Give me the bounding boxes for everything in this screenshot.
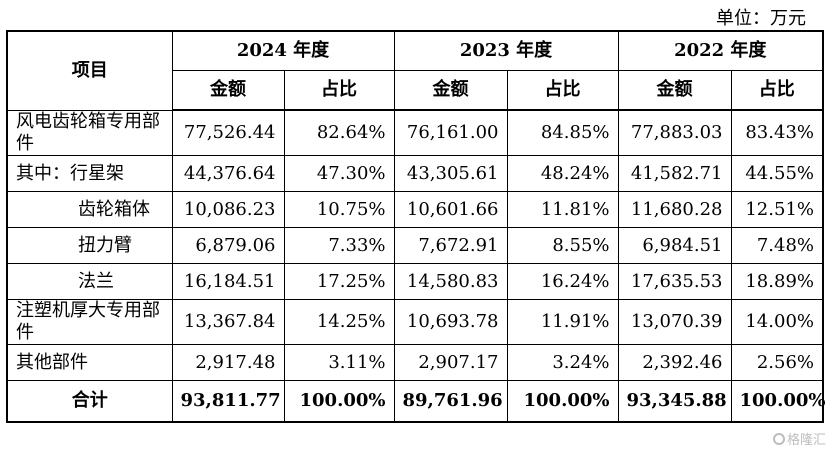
- header-year-2024: 2024 年度: [171, 30, 395, 71]
- cell-value: 3.11%: [283, 344, 395, 381]
- header-year-2023: 2023 年度: [393, 30, 619, 71]
- header-amount: 金额: [617, 70, 732, 111]
- watermark-text: 格隆汇: [786, 433, 826, 448]
- cell-value: 48.24%: [506, 155, 619, 192]
- cell-value: 17.25%: [283, 263, 395, 300]
- row-label: 齿轮箱体: [6, 191, 173, 228]
- table-row: 风电齿轮箱专用部件 77,526.44 82.64% 76,161.00 84.…: [6, 109, 824, 156]
- revenue-table: 项目 2024 年度 2023 年度 2022 年度 金额 占比 金额 占比 金…: [6, 30, 826, 423]
- cell-value: 11.81%: [506, 191, 619, 228]
- cell-value: 17,635.53: [617, 263, 732, 300]
- total-row: 合计 93,811.77 100.00% 89,761.96 100.00% 9…: [6, 380, 826, 423]
- header-amount: 金额: [393, 70, 508, 111]
- total-label: 合计: [6, 380, 173, 423]
- total-value: 100.00%: [506, 380, 619, 423]
- cell-value: 6,879.06: [171, 227, 285, 264]
- cell-value: 2,907.17: [393, 344, 508, 381]
- total-value: 100.00%: [283, 380, 395, 423]
- cell-value: 10,086.23: [171, 191, 285, 228]
- cell-value: 77,526.44: [171, 109, 285, 156]
- cell-value: 82.64%: [283, 109, 395, 156]
- row-label: 法兰: [6, 263, 173, 300]
- cell-value: 7,672.91: [393, 227, 508, 264]
- table-row: 注塑机厚大专用部件 13,367.84 14.25% 10,693.78 11.…: [6, 299, 824, 345]
- cell-value: 13,367.84: [171, 299, 285, 345]
- total-value: 93,345.88: [617, 380, 732, 423]
- cell-value: 11.91%: [506, 299, 619, 345]
- cell-value: 44.55%: [730, 155, 824, 192]
- cell-value: 14.25%: [283, 299, 395, 345]
- row-label: 注塑机厚大专用部件: [6, 299, 173, 345]
- header-item: 项目: [6, 30, 173, 111]
- row-label: 其中：行星架: [6, 155, 173, 192]
- table-row: 其中：行星架 44,376.64 47.30% 43,305.61 48.24%…: [6, 155, 824, 192]
- cell-value: 84.85%: [506, 109, 619, 156]
- unit-label: 单位：万元: [716, 8, 806, 29]
- header-ratio: 占比: [283, 70, 395, 111]
- cell-value: 13,070.39: [617, 299, 732, 345]
- cell-value: 12.51%: [730, 191, 824, 228]
- header-amount: 金额: [171, 70, 285, 111]
- cell-value: 41,582.71: [617, 155, 732, 192]
- cell-value: 47.30%: [283, 155, 395, 192]
- header-ratio: 占比: [730, 70, 824, 111]
- row-label: 扭力臂: [6, 227, 173, 264]
- cell-value: 2,392.46: [617, 344, 732, 381]
- cell-value: 83.43%: [730, 109, 824, 156]
- watermark-logo-icon: [772, 432, 785, 445]
- cell-value: 16,184.51: [171, 263, 285, 300]
- row-label: 风电齿轮箱专用部件: [6, 109, 173, 156]
- table-row: 扭力臂 6,879.06 7.33% 7,672.91 8.55% 6,984.…: [6, 227, 824, 264]
- total-value: 89,761.96: [393, 380, 508, 423]
- cell-value: 8.55%: [506, 227, 619, 264]
- cell-value: 2,917.48: [171, 344, 285, 381]
- cell-value: 44,376.64: [171, 155, 285, 192]
- header-year-2022: 2022 年度: [617, 30, 824, 71]
- cell-value: 6,984.51: [617, 227, 732, 264]
- cell-value: 76,161.00: [393, 109, 508, 156]
- cell-value: 10,693.78: [393, 299, 508, 345]
- cell-value: 16.24%: [506, 263, 619, 300]
- cell-value: 3.24%: [506, 344, 619, 381]
- watermark: 格隆汇: [772, 429, 826, 448]
- cell-value: 18.89%: [730, 263, 824, 300]
- cell-value: 77,883.03: [617, 109, 732, 156]
- total-value: 100.00%: [730, 380, 826, 423]
- header-ratio: 占比: [506, 70, 619, 111]
- cell-value: 7.48%: [730, 227, 824, 264]
- row-label: 其他部件: [6, 344, 173, 381]
- total-value: 93,811.77: [171, 380, 285, 423]
- cell-value: 10,601.66: [393, 191, 508, 228]
- cell-value: 14.00%: [730, 299, 824, 345]
- table-row: 齿轮箱体 10,086.23 10.75% 10,601.66 11.81% 1…: [6, 191, 824, 228]
- table-row: 其他部件 2,917.48 3.11% 2,907.17 3.24% 2,392…: [6, 344, 824, 381]
- cell-value: 2.56%: [730, 344, 824, 381]
- cell-value: 10.75%: [283, 191, 395, 228]
- cell-value: 11,680.28: [617, 191, 732, 228]
- cell-value: 7.33%: [283, 227, 395, 264]
- table-row: 法兰 16,184.51 17.25% 14,580.83 16.24% 17,…: [6, 263, 824, 300]
- cell-value: 43,305.61: [393, 155, 508, 192]
- cell-value: 14,580.83: [393, 263, 508, 300]
